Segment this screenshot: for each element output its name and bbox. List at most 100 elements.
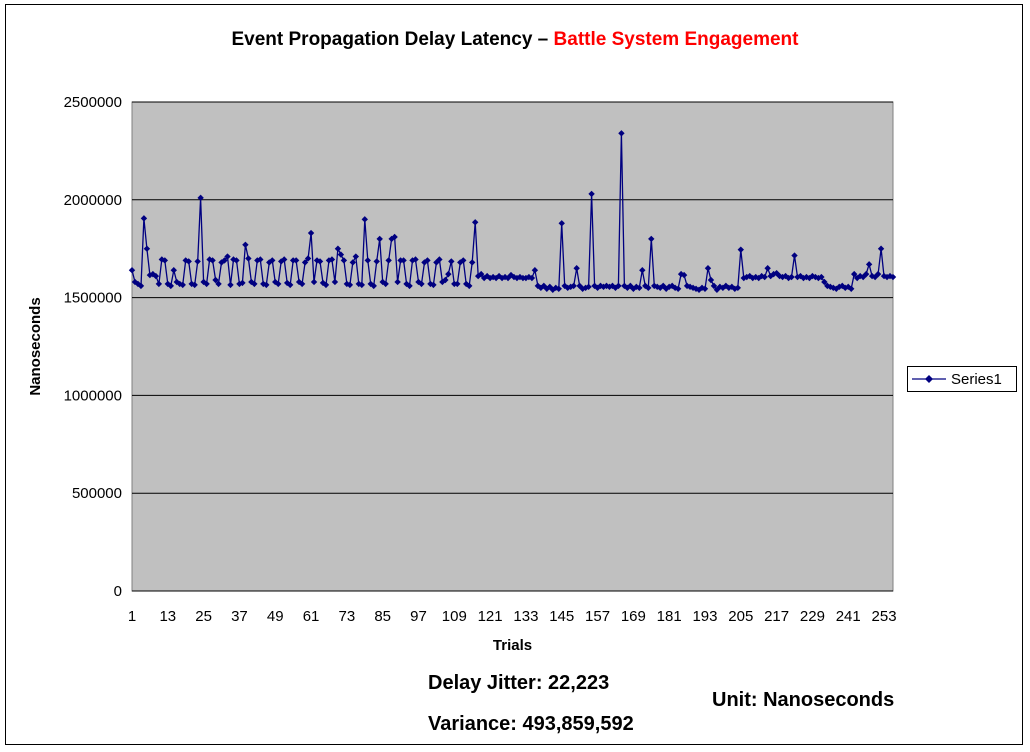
y-axis-ticks: 0 500000 1000000 1500000 2000000 2500000 — [64, 94, 122, 600]
y-axis-title: Nanoseconds — [27, 297, 44, 395]
data-point — [454, 280, 461, 288]
data-point — [310, 278, 318, 286]
data-point — [304, 255, 312, 262]
x-tick-label: 109 — [442, 608, 467, 625]
data-point — [725, 284, 733, 292]
data-point — [209, 257, 216, 264]
data-point — [510, 273, 518, 281]
x-tick-label: 193 — [692, 608, 717, 625]
data-point — [591, 282, 598, 290]
data-point — [743, 273, 750, 281]
data-point — [155, 280, 163, 288]
legend-marker-icon — [912, 375, 946, 383]
data-point — [543, 285, 551, 292]
data-point — [803, 273, 810, 281]
x-tick-label: 253 — [872, 608, 897, 625]
data-point — [636, 284, 643, 292]
data-point — [594, 284, 601, 292]
data-point — [364, 257, 371, 264]
x-tick-label: 169 — [621, 608, 646, 625]
data-point — [749, 274, 756, 282]
data-point — [734, 284, 742, 292]
data-point — [179, 281, 186, 289]
x-tick-label: 181 — [657, 608, 682, 625]
data-point — [791, 252, 798, 259]
data-point — [167, 282, 174, 290]
data-point — [546, 283, 554, 291]
data-point — [400, 257, 407, 264]
data-point — [298, 280, 306, 288]
data-point — [785, 274, 792, 282]
data-point — [865, 261, 873, 268]
data-point — [131, 278, 139, 286]
data-point — [418, 280, 425, 288]
variance-note: Variance: 493,859,592 — [428, 713, 634, 735]
data-point — [633, 283, 640, 291]
data-point — [412, 256, 419, 263]
data-point — [466, 282, 473, 290]
data-point — [713, 286, 721, 293]
data-point — [618, 130, 625, 137]
x-axis-title: Trials — [493, 637, 532, 654]
data-point — [507, 271, 515, 279]
data-point — [528, 274, 536, 282]
data-point — [540, 282, 548, 290]
data-point — [609, 282, 616, 290]
data-point — [316, 258, 324, 265]
data-point — [185, 258, 192, 265]
x-tick-label: 241 — [836, 608, 861, 625]
data-point — [471, 219, 479, 226]
data-point — [245, 255, 252, 262]
data-point — [334, 245, 342, 252]
data-point — [215, 280, 222, 288]
x-tick-label: 145 — [549, 608, 574, 625]
data-point — [674, 285, 682, 292]
data-point — [152, 272, 160, 280]
data-point — [537, 284, 545, 292]
data-point — [645, 284, 652, 292]
data-point — [424, 257, 431, 264]
data-point — [552, 284, 559, 292]
y-tick-label: 500000 — [72, 485, 122, 502]
x-tick-label: 229 — [800, 608, 825, 625]
data-point — [391, 233, 398, 241]
y-tick-label: 1000000 — [64, 387, 122, 404]
data-point — [731, 285, 739, 292]
legend: Series1 — [907, 366, 1017, 392]
data-point — [600, 283, 607, 291]
data-point — [719, 284, 727, 292]
data-point — [874, 270, 882, 278]
data-point — [173, 278, 180, 286]
data-point — [704, 265, 712, 272]
chart-title: Event Propagation Delay Latency – Battle… — [0, 29, 1030, 51]
data-point — [358, 281, 365, 289]
data-point — [624, 284, 631, 292]
y-tick-label: 2000000 — [64, 192, 122, 209]
data-point — [648, 235, 655, 243]
data-point — [224, 253, 231, 260]
data-point — [140, 215, 148, 222]
data-point — [531, 267, 539, 274]
data-point — [286, 281, 294, 289]
x-tick-label: 133 — [513, 608, 538, 625]
data-point — [642, 282, 649, 290]
data-point — [170, 267, 177, 274]
legend-label: Series1 — [951, 370, 1002, 388]
data-point — [191, 281, 198, 289]
data-point — [851, 270, 858, 278]
data-point — [161, 257, 169, 264]
x-axis-ticks: 1 13 25 37 49 61 73 85 97 109 121 133 145 157 169 181 19… — [128, 608, 897, 625]
data-point — [269, 257, 276, 264]
data-point — [606, 283, 613, 291]
y-tick-label: 0 — [114, 583, 122, 600]
data-point — [755, 274, 762, 282]
data-point — [460, 257, 467, 264]
data-point — [149, 270, 157, 278]
data-point — [779, 273, 786, 281]
data-point — [394, 278, 401, 286]
data-point — [677, 270, 685, 278]
data-point — [809, 272, 816, 280]
data-point — [430, 281, 437, 289]
data-point — [856, 272, 864, 280]
